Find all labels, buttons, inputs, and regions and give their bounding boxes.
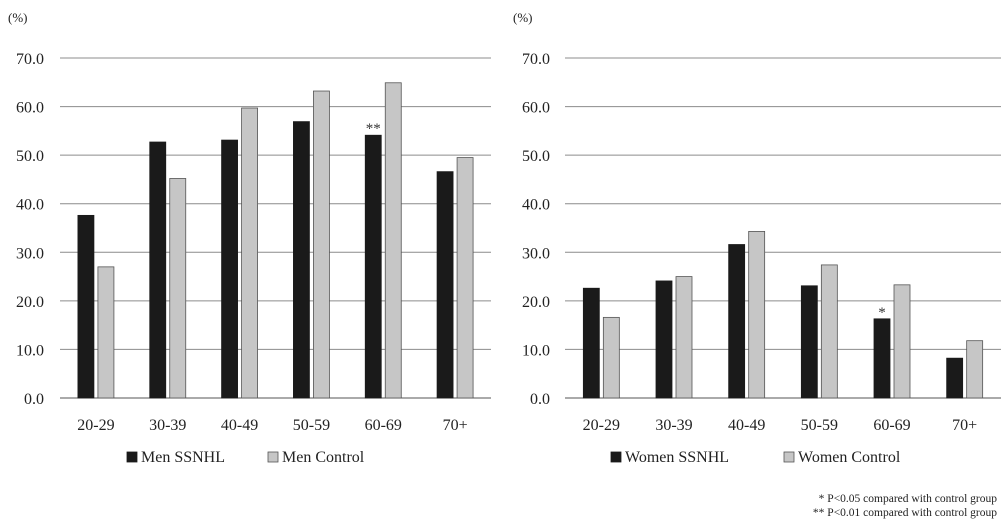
panel-2-bar-ssnhl	[873, 318, 891, 399]
panel-2-bar-ssnhl	[582, 287, 600, 399]
panel-1-bar-control	[169, 178, 187, 399]
panel-2-ytick-label: 50.0	[522, 148, 550, 165]
panel-1-bar-ssnhl	[364, 134, 382, 399]
panel-2-bar-ssnhl	[946, 357, 964, 399]
panel-1-significance-mark: **	[366, 121, 381, 137]
panel-2-bar-control	[602, 316, 620, 399]
panel-1-unit-label: (%)	[8, 10, 28, 25]
panel-2-bar-control	[675, 276, 693, 399]
panel-1-ytick-label: 70.0	[16, 51, 44, 68]
panel-1-ytick-label: 0.0	[24, 391, 44, 408]
panel-1-bar-ssnhl	[149, 141, 167, 399]
panel-1-xtick-label: 20-29	[77, 417, 114, 434]
panel-2-ytick-label: 20.0	[522, 294, 550, 311]
panel-1-legend-swatch-control	[267, 451, 279, 463]
panel-1-legend-label-ssnhl: Men SSNHL	[141, 449, 225, 466]
panel-1-ytick-label: 10.0	[16, 342, 44, 359]
panel-2-bar-control	[748, 230, 766, 399]
footnote-p005: * P<0.05 compared with control group	[818, 493, 997, 505]
panel-2-xtick-label: 60-69	[873, 417, 910, 434]
panel-2-ytick-label: 30.0	[522, 245, 550, 262]
panel-2-xtick-label: 50-59	[801, 417, 838, 434]
panel-2-ytick-label: 0.0	[530, 391, 550, 408]
panel-1-bar-ssnhl	[436, 171, 454, 399]
panel-2-legend-swatch-ssnhl	[610, 451, 622, 463]
footnote-p001: ** P<0.01 compared with control group	[812, 507, 997, 519]
panel-1-bar-control	[241, 107, 258, 399]
panel-1-ytick-label: 20.0	[16, 294, 44, 311]
panel-1-bar-control	[384, 82, 402, 399]
panel-1-legend-swatch-ssnhl	[126, 451, 138, 463]
panel-1-legend-label-control: Men Control	[282, 449, 365, 466]
panel-2-ytick-label: 70.0	[522, 51, 550, 68]
panel-1-xtick-label: 40-49	[221, 417, 258, 434]
panel-2-bar-control	[893, 284, 911, 399]
panel-1-bar-control	[97, 266, 115, 399]
panel-1-ytick-label: 50.0	[16, 148, 44, 165]
panel-1-bar-ssnhl	[221, 139, 238, 399]
panel-2-legend-label-ssnhl: Women SSNHL	[625, 449, 729, 466]
panel-1-xtick-label: 30-39	[149, 417, 186, 434]
panel-2-bar-ssnhl	[655, 280, 673, 399]
panel-2-legend-swatch-control	[783, 451, 795, 463]
panel-2-xtick-label: 20-29	[583, 417, 620, 434]
panel-2-ytick-label: 10.0	[522, 342, 550, 359]
panel-2-xtick-label: 70+	[952, 417, 977, 434]
panel-1-xtick-label: 70+	[443, 417, 468, 434]
panel-1-ytick-label: 40.0	[16, 197, 44, 214]
panel-1-bar-ssnhl	[77, 214, 95, 399]
panel-2-ytick-label: 40.0	[522, 197, 550, 214]
panel-1-bar-ssnhl	[293, 121, 310, 399]
panel-1-ytick-label: 30.0	[16, 245, 44, 262]
panel-2-xtick-label: 40-49	[728, 417, 765, 434]
panel-1-xtick-label: 60-69	[365, 417, 402, 434]
panel-2-xtick-label: 30-39	[655, 417, 692, 434]
panel-1-bar-control	[456, 157, 474, 399]
panel-2-unit-label: (%)	[513, 10, 533, 25]
panel-1-ytick-label: 60.0	[16, 100, 44, 117]
panel-2-bar-control	[966, 340, 984, 399]
panel-1-bar-control	[313, 90, 330, 399]
panel-1-xtick-label: 50-59	[293, 417, 330, 434]
panel-2-ytick-label: 60.0	[522, 100, 550, 117]
panel-2-bar-control	[820, 264, 838, 399]
panel-2-bar-ssnhl	[728, 244, 746, 399]
panel-2-legend-label-control: Women Control	[798, 449, 901, 466]
panel-2-bar-ssnhl	[800, 285, 818, 399]
panel-2-significance-mark: *	[878, 305, 886, 321]
